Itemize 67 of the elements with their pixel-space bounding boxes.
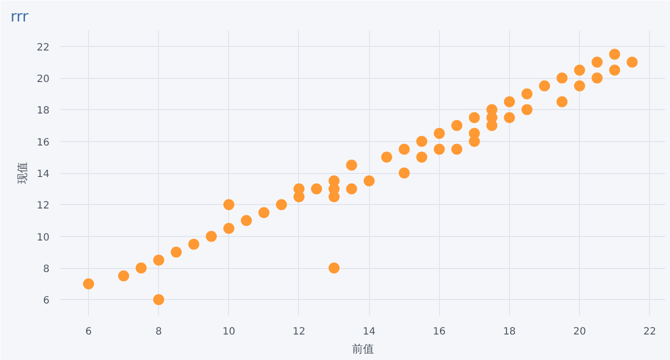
point <box>468 136 480 147</box>
point <box>293 183 304 194</box>
y-tick-label: 20 <box>36 74 50 85</box>
x-tick-label: 6 <box>85 326 92 338</box>
point <box>434 128 445 139</box>
x-tick-label: 12 <box>292 326 306 338</box>
point <box>346 183 358 194</box>
point <box>381 152 392 163</box>
chart-title: rrr <box>10 8 30 26</box>
point <box>521 88 532 100</box>
x-tick-label: 14 <box>362 326 376 338</box>
point <box>451 120 462 131</box>
point <box>136 262 147 274</box>
point <box>223 222 234 234</box>
point <box>521 104 532 116</box>
y-tick-label: 18 <box>36 106 50 117</box>
point <box>223 199 234 210</box>
point <box>153 294 164 306</box>
point <box>188 238 200 250</box>
point <box>346 160 358 171</box>
x-tick-label: 8 <box>156 326 162 338</box>
point <box>276 199 287 210</box>
point <box>170 246 182 258</box>
point <box>592 56 603 68</box>
x-tick-label: 18 <box>503 326 516 338</box>
y-tick-label: 8 <box>43 264 50 275</box>
point <box>486 120 498 131</box>
point <box>468 112 480 124</box>
point <box>398 144 410 155</box>
point <box>609 64 620 76</box>
point <box>574 64 586 76</box>
point <box>328 262 340 274</box>
x-tick-label: 10 <box>222 326 236 338</box>
point <box>311 183 322 194</box>
x-tick-label: 22 <box>643 326 656 338</box>
y-tick-label: 14 <box>36 169 50 180</box>
point <box>626 56 638 68</box>
point <box>206 230 217 242</box>
y-tick-label: 22 <box>36 42 50 54</box>
x-axis-title: 前值 <box>352 342 374 356</box>
point <box>504 96 515 108</box>
point <box>364 175 375 186</box>
x-tick-label: 20 <box>573 326 586 338</box>
point <box>434 144 445 155</box>
point <box>592 72 603 84</box>
y-tick-label: 6 <box>43 296 50 307</box>
point <box>153 254 164 266</box>
y-tick-label: 16 <box>36 137 50 148</box>
point <box>240 215 252 226</box>
point <box>609 48 620 60</box>
y-tick-label: 10 <box>36 232 50 244</box>
y-axis-title: 现值 <box>16 162 29 184</box>
y-tick-label: 12 <box>36 200 50 212</box>
point <box>328 175 340 186</box>
point <box>83 278 94 290</box>
point <box>556 72 568 84</box>
point <box>556 96 568 108</box>
point <box>451 144 462 155</box>
point <box>504 112 515 124</box>
point <box>416 152 428 163</box>
point <box>398 168 410 178</box>
x-tick-label: 16 <box>432 326 446 338</box>
point <box>574 80 586 92</box>
point <box>118 270 130 282</box>
point <box>539 80 550 92</box>
point <box>416 136 428 147</box>
point <box>258 207 270 218</box>
